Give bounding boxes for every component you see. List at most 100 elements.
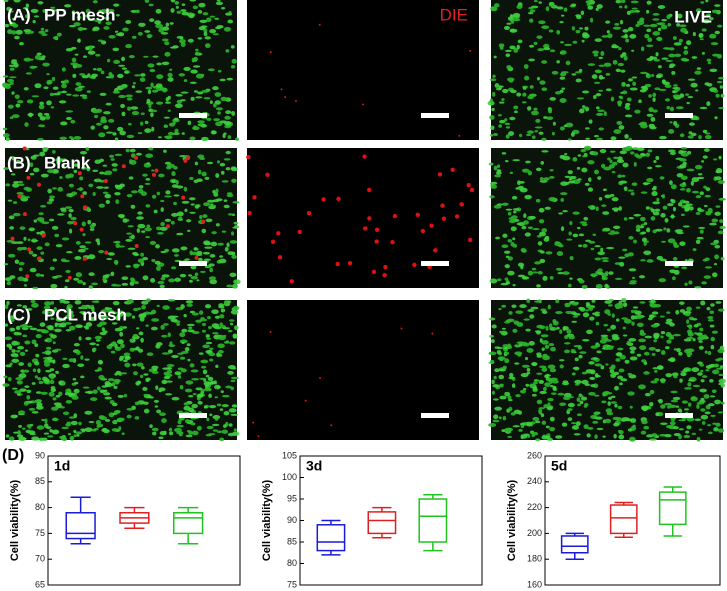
live-cell <box>549 416 555 422</box>
live-cell <box>546 378 554 382</box>
live-cell <box>29 162 34 168</box>
live-cell <box>541 87 548 92</box>
live-cell <box>119 357 123 362</box>
live-cell <box>601 400 607 404</box>
live-cell <box>616 352 623 357</box>
live-cell <box>682 368 690 372</box>
micrograph <box>487 0 725 141</box>
live-cell <box>64 4 72 8</box>
live-cell <box>92 109 100 114</box>
dead-cell <box>201 219 206 224</box>
live-cell <box>168 278 176 283</box>
live-cell <box>130 9 138 13</box>
live-cell <box>66 251 73 254</box>
live-cell <box>193 125 197 130</box>
live-cell <box>205 341 213 345</box>
live-cell <box>228 341 236 345</box>
live-cell <box>698 345 704 350</box>
scale-bar <box>665 413 693 418</box>
live-cell <box>498 374 505 380</box>
live-cell <box>719 345 725 350</box>
live-cell <box>161 61 170 66</box>
live-cell <box>9 64 15 67</box>
live-cell <box>233 279 241 285</box>
live-cell <box>90 397 98 402</box>
live-cell <box>607 157 611 161</box>
live-cell <box>700 408 706 412</box>
live-cell <box>684 282 688 286</box>
live-cell <box>105 131 114 134</box>
live-cell <box>560 226 565 232</box>
live-cell <box>552 385 557 390</box>
live-cell <box>39 322 46 327</box>
live-cell <box>566 329 572 334</box>
live-cell <box>232 305 240 311</box>
live-cell <box>568 178 573 181</box>
live-cell <box>621 297 627 303</box>
live-cell <box>2 133 10 138</box>
live-cell <box>25 72 32 75</box>
dead-cell <box>420 228 426 234</box>
live-cell <box>112 301 120 306</box>
live-cell <box>705 369 710 372</box>
live-cell <box>209 404 217 409</box>
live-cell <box>587 187 594 192</box>
live-cell <box>606 328 611 332</box>
live-cell <box>552 121 556 126</box>
live-cell <box>515 310 524 314</box>
live-cell <box>558 212 564 215</box>
live-cell <box>23 87 29 91</box>
live-cell <box>521 225 527 230</box>
live-cell <box>172 132 180 136</box>
live-cell <box>614 23 620 26</box>
live-cell <box>212 423 220 427</box>
live-cell <box>86 390 94 395</box>
live-cell <box>629 405 633 409</box>
live-cell <box>504 250 511 254</box>
live-cell <box>601 276 608 281</box>
live-cell <box>121 276 129 280</box>
live-cell <box>628 281 637 285</box>
row-name: PP mesh <box>44 5 116 24</box>
live-cell <box>164 51 171 57</box>
live-cell <box>644 33 650 39</box>
live-cell <box>534 126 543 129</box>
live-cell <box>11 156 16 161</box>
live-cell <box>699 38 704 41</box>
live-cell <box>203 31 208 37</box>
live-cell <box>622 248 628 252</box>
live-cell <box>46 100 52 106</box>
live-cell <box>37 1 44 5</box>
live-cell <box>137 223 146 229</box>
live-cell <box>665 47 670 50</box>
live-cell <box>106 344 113 350</box>
live-cell <box>92 0 98 4</box>
live-cell <box>665 331 672 337</box>
live-cell <box>692 384 701 388</box>
live-cell <box>40 251 45 255</box>
live-cell <box>557 392 565 396</box>
live-cell <box>77 38 81 43</box>
live-cell <box>612 59 618 65</box>
dead-cell <box>154 168 159 173</box>
live-cell <box>120 103 125 109</box>
live-cell <box>214 17 220 20</box>
live-cell <box>16 346 25 350</box>
live-cell <box>171 396 180 401</box>
live-cell <box>619 180 628 184</box>
live-cell <box>594 169 599 175</box>
live-cell <box>593 135 599 138</box>
live-cell <box>231 111 236 116</box>
live-cell <box>64 206 73 209</box>
live-cell <box>186 343 191 347</box>
live-cell <box>646 434 654 438</box>
live-cell <box>661 240 666 243</box>
live-cell <box>622 90 628 95</box>
live-cell <box>594 311 600 315</box>
live-cell <box>660 212 666 218</box>
live-cell <box>44 339 48 342</box>
live-cell <box>541 228 548 233</box>
y-tick-label: 240 <box>527 476 542 486</box>
live-cell <box>191 430 199 436</box>
live-cell <box>230 379 236 383</box>
